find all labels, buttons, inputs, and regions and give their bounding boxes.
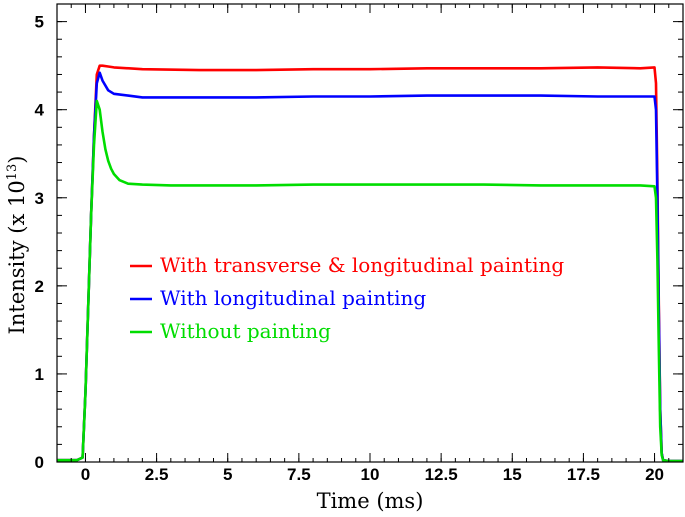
legend-label-1: With transverse & longitudinal painting <box>160 253 564 277</box>
x-tick-label: 7.5 <box>287 465 311 484</box>
y-axis-title-exponent: 13 <box>5 164 20 181</box>
x-tick-label: 17.5 <box>567 465 600 484</box>
y-tick-label: 5 <box>35 13 44 32</box>
y-tick-label: 2 <box>35 277 44 296</box>
x-tick-label: 15 <box>503 465 522 484</box>
y-tick-label: 3 <box>35 189 44 208</box>
x-tick-label: 0 <box>81 465 90 484</box>
x-tick-label: 20 <box>645 465 664 484</box>
ticks-layer <box>56 3 684 463</box>
x-tick-label: 10 <box>361 465 380 484</box>
legend-label-2: With longitudinal painting <box>160 286 426 310</box>
x-tick-label: 12.5 <box>425 465 458 484</box>
y-axis-title-main: Intensity (x 10 <box>5 180 29 334</box>
series-line-3 <box>57 99 683 463</box>
y-axis-title-close: ) <box>5 156 29 164</box>
y-axis-title: Intensity (x 1013) <box>5 156 29 335</box>
legend-label-3: Without painting <box>160 319 331 343</box>
y-tick-label: 0 <box>35 453 44 472</box>
y-tick-label: 1 <box>35 365 44 384</box>
y-tick-label: 4 <box>35 101 45 120</box>
x-tick-label: 2.5 <box>145 465 169 484</box>
tick-labels-layer: 0 2.5 5 7.5 10 12.5 15 17.5 20 0 1 2 3 4 5 <box>35 13 664 484</box>
series-layer <box>57 64 683 463</box>
legend: With transverse & longitudinal painting W… <box>130 253 564 343</box>
x-axis-title: Time (ms) <box>317 489 424 513</box>
x-tick-label: 5 <box>223 465 232 484</box>
